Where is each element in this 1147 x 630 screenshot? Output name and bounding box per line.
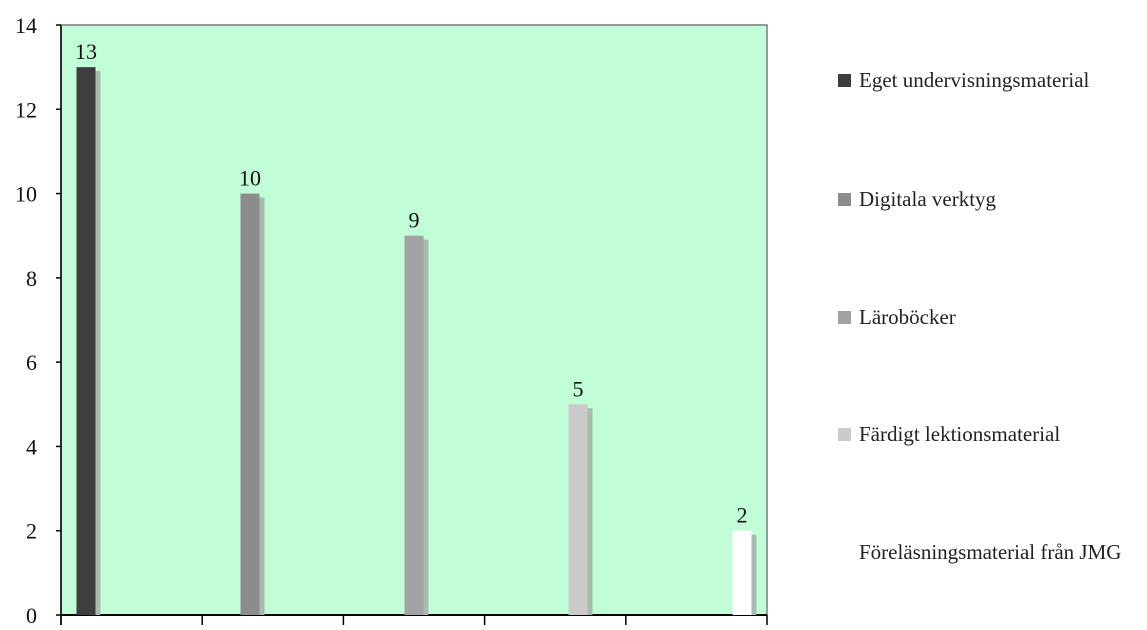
legend-swatch [838, 74, 851, 87]
legend-swatch [838, 546, 851, 559]
y-tick-label: 2 [26, 519, 37, 544]
data-label: 9 [409, 208, 420, 233]
y-tick-label: 0 [26, 603, 37, 628]
legend-label: Föreläsningsmaterial från JMG [859, 540, 1122, 564]
y-tick-label: 6 [26, 350, 37, 375]
legend-item: Färdigt lektionsmaterial [838, 421, 1060, 448]
data-label: 13 [75, 39, 97, 64]
legend-item: Föreläsningsmaterial från JMG [838, 539, 1129, 566]
data-label: 5 [573, 376, 584, 401]
bar-chart: 0 2 4 6 8 10 12 14 13 10 9 5 2 [15, 13, 768, 628]
y-tick-label: 8 [26, 266, 37, 291]
legend-item: Eget undervisningsmaterial [838, 67, 1089, 94]
legend-item: Läroböcker [838, 304, 956, 331]
legend-label: Läroböcker [859, 305, 956, 329]
y-tick-label: 4 [26, 434, 37, 459]
y-tick-label: 12 [15, 97, 37, 122]
legend-swatch [838, 428, 851, 441]
x-axis [60, 614, 768, 625]
data-labels: 13 10 9 5 2 [75, 39, 748, 528]
legend-label: Digitala verktyg [859, 187, 997, 211]
bar [240, 193, 260, 616]
legend-label: Eget undervisningsmaterial [859, 68, 1090, 92]
legend-item: Digitala verktyg [838, 186, 996, 213]
legend: Eget undervisningsmaterial Digitala verkt… [838, 0, 1143, 630]
legend-swatch [838, 193, 851, 206]
legend-label: Färdigt lektionsmaterial [859, 422, 1061, 446]
bar [404, 235, 424, 615]
y-tick-label: 14 [15, 13, 37, 38]
bar [732, 530, 752, 615]
bar [568, 404, 588, 615]
data-label: 2 [737, 503, 748, 528]
legend-swatch [838, 311, 851, 324]
data-label: 10 [239, 166, 261, 191]
y-axis: 0 2 4 6 8 10 12 14 [15, 13, 62, 628]
y-tick-label: 10 [15, 182, 37, 207]
bar [76, 67, 96, 615]
bars [76, 67, 757, 616]
